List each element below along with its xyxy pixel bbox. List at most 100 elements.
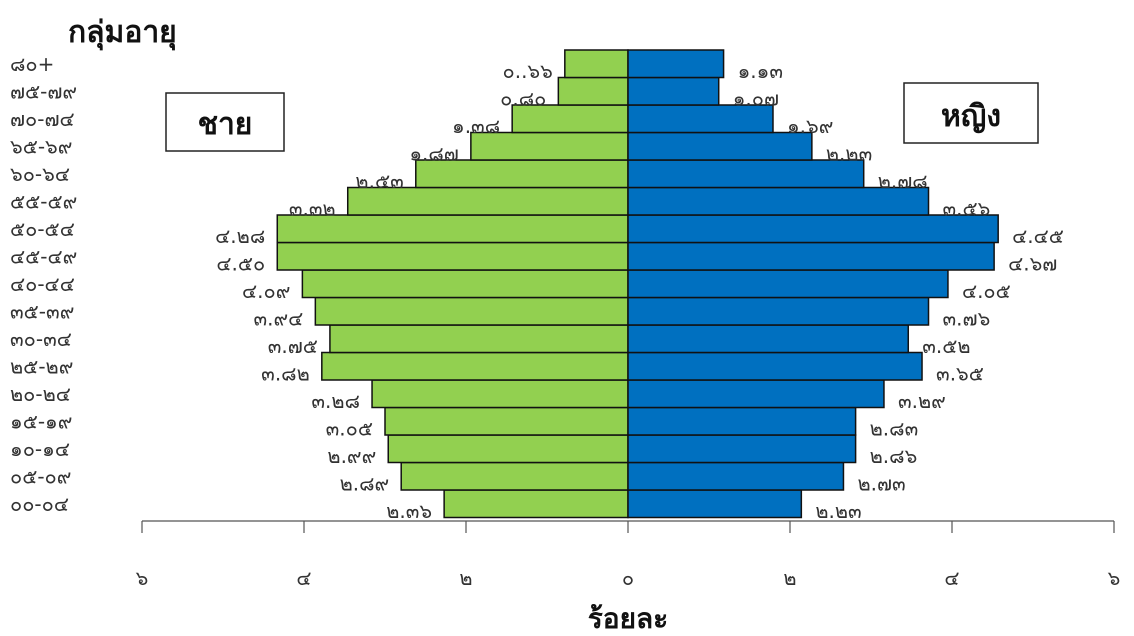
- female-bar: [627, 489, 803, 519]
- female-value-label: ๓.๒๙: [898, 389, 946, 413]
- male-value-label: ๓.๘๒: [261, 361, 310, 385]
- age-label: ๑๕-๑๙: [10, 409, 72, 433]
- age-label: ๐๐-๐๔: [10, 492, 69, 516]
- female-value-label: ๓.๖๕: [936, 361, 984, 385]
- female-value-label: ๓.๕๖: [943, 196, 991, 220]
- female-bar: [627, 351, 923, 381]
- male-value-label: ๓.๗๕: [268, 334, 318, 358]
- male-value-label: ๔.๕๐: [216, 251, 265, 275]
- age-label: ๔๐-๔๔: [10, 272, 75, 296]
- male-value-label: ๓.๙๔: [254, 306, 304, 330]
- legend-female-label: หญิง: [941, 99, 1001, 134]
- legend-female: หญิง: [903, 82, 1039, 144]
- female-value-label: ๔.๖๗: [1008, 251, 1057, 275]
- x-tick-label: ๐: [622, 566, 634, 590]
- legend-female-box: [903, 82, 1039, 144]
- age-label: ๔๕-๔๙: [10, 244, 77, 268]
- age-label: ๖๐-๖๔: [10, 162, 70, 186]
- age-label: ๑๐-๑๔: [10, 437, 70, 461]
- female-bar: [627, 296, 930, 326]
- x-axis: ๖ ๔ ๒ ๐ ๒ ๔ ๖: [136, 520, 1121, 590]
- age-label: ๖๕-๖๙: [10, 134, 72, 158]
- female-bar: [627, 269, 949, 299]
- age-label: ๓๐-๓๔: [10, 327, 72, 351]
- age-label: ๒๐-๒๔: [10, 382, 71, 406]
- bars: [276, 49, 999, 519]
- age-group-labels: ๐๐-๐๔ ๐๕-๐๙ ๑๐-๑๔ ๑๕-๑๙ ๒๐-๒๔ ๒๕-๒๙ ๓๐-๓๔ ๓๕-๓๙…: [10, 52, 77, 516]
- male-bar: [415, 159, 629, 189]
- female-value-label: ๒.๗๓: [857, 471, 905, 495]
- age-label: ๒๕-๒๙: [10, 354, 73, 378]
- x-tick-label: ๖: [1108, 566, 1121, 590]
- female-bar: [627, 104, 774, 134]
- male-value-label: ๓.๐๕: [326, 416, 373, 440]
- male-value-label: ๐.๘๐: [500, 86, 546, 110]
- female-value-label: ๓.๗๖: [943, 306, 991, 330]
- female-value-label: ๑.๑๓: [738, 59, 783, 83]
- female-bar: [627, 434, 857, 464]
- male-value-label: ๑.๓๘: [452, 114, 500, 138]
- male-bar: [321, 351, 629, 381]
- male-bar: [276, 241, 629, 271]
- male-value-label: ๐..๖๖: [503, 59, 553, 83]
- x-axis-title: ร้อยละ: [588, 602, 668, 635]
- age-label: ๘๐+: [10, 52, 54, 76]
- female-bar: [627, 406, 857, 436]
- male-bar: [371, 379, 629, 409]
- x-tick-label: ๔: [296, 566, 311, 590]
- age-label: ๕๐-๕๔: [10, 217, 75, 241]
- female-bar: [627, 186, 930, 216]
- male-bar: [301, 269, 629, 299]
- age-label: ๕๕-๕๙: [10, 189, 77, 213]
- x-tick-label: ๖: [136, 566, 149, 590]
- male-value-label: ๑.๘๗: [409, 141, 459, 165]
- male-bar: [384, 406, 629, 436]
- female-value-label: ๔.๐๕: [962, 279, 1011, 303]
- legend-male-box: [165, 92, 285, 152]
- x-tick-label: ๒: [459, 566, 472, 590]
- female-bar: [627, 324, 910, 354]
- female-value-label: ๒.๘๓: [870, 416, 919, 440]
- male-bar: [400, 461, 629, 491]
- male-value-label: ๔.๐๙: [242, 279, 290, 303]
- female-value-label: ๒.๗๘: [878, 169, 928, 193]
- male-value-label: ๓.๒๘: [311, 389, 360, 413]
- female-value-label: ๒.๒๓: [815, 499, 861, 523]
- male-value-label: ๒.๕๓: [355, 169, 403, 193]
- female-bar: [627, 241, 995, 271]
- male-bar: [564, 49, 629, 79]
- male-bar: [557, 76, 629, 106]
- male-bar: [314, 296, 629, 326]
- male-value-label: ๓.๓๒: [289, 196, 336, 220]
- legend-male-label: ชาย: [198, 107, 253, 142]
- female-bar: [627, 49, 725, 79]
- male-bar: [443, 489, 629, 519]
- value-labels: ๒.๓๖ ๒.๘๙ ๒.๙๙ ๓.๐๕ ๓.๒๘๓.๘๒ ๓.๗๕ ๓.๙๔ ๔.๐๙ ๔.๕๐…: [215, 59, 1064, 523]
- legend-male: ชาย: [165, 92, 285, 152]
- female-bar: [627, 214, 999, 244]
- female-value-label: ๑.๖๙: [787, 114, 833, 138]
- female-bar: [627, 76, 720, 106]
- female-value-label: ๔.๔๕: [1012, 224, 1064, 248]
- y-axis-title: กลุ่มอายุ: [68, 15, 177, 51]
- male-value-label: ๒.๙๙: [327, 444, 376, 468]
- female-bar: [627, 131, 813, 161]
- male-value-label: ๒.๓๖: [386, 499, 432, 523]
- age-label: ๗๕-๗๙: [10, 79, 77, 103]
- female-value-label: ๑.๐๗: [733, 86, 779, 110]
- x-tick-label: ๒: [783, 566, 796, 590]
- male-bar: [329, 324, 629, 354]
- female-value-label: ๒.๒๓: [826, 141, 872, 165]
- female-value-label: ๒.๘๖: [870, 444, 918, 468]
- age-label: ๐๕-๐๙: [10, 464, 71, 488]
- age-label: ๓๕-๓๙: [10, 299, 74, 323]
- female-bar: [627, 461, 845, 491]
- male-value-label: ๔.๒๘: [215, 224, 265, 248]
- age-label: ๗๐-๗๔: [10, 107, 75, 131]
- male-bar: [346, 186, 629, 216]
- female-value-label: ๓.๕๒: [922, 334, 970, 358]
- male-bar: [387, 434, 629, 464]
- x-tick-label: ๔: [944, 566, 959, 590]
- male-value-label: ๒.๘๙: [340, 471, 390, 495]
